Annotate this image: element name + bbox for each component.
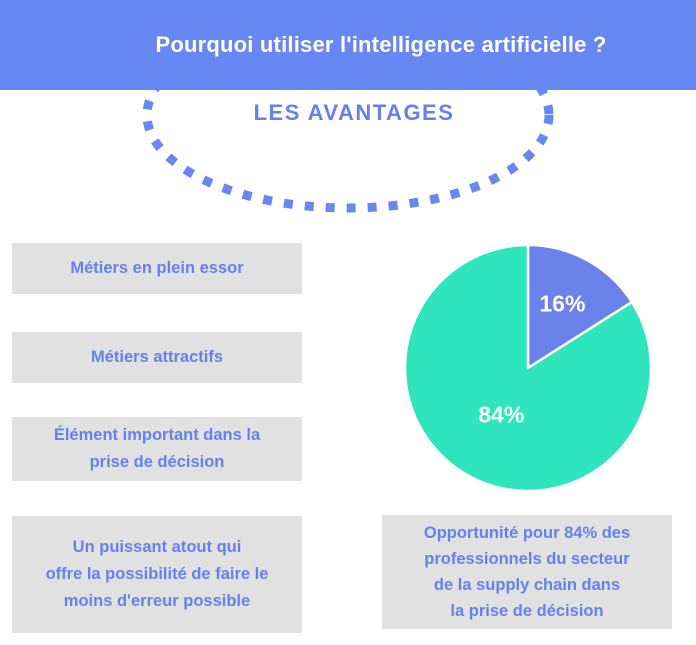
benefit-box-metiers-essor: Métiers en plein essor [12,243,302,294]
pie-slice-84pct [403,243,653,493]
benefit-label: Métiers en plein essor [70,259,244,277]
benefit-label: Un puissant atout qui offre la possibili… [45,538,269,610]
benefit-box-metiers-attractifs: Métiers attractifs [12,332,302,383]
benefit-box-prise-decision: Élément important dans la prise de décis… [12,417,302,481]
benefit-label: Métiers attractifs [90,348,224,366]
header-banner: Pourquoi utiliser l'intelligence artific… [0,0,696,90]
subtitle: LES AVANTAGES [253,100,455,125]
pie-slice-label: 84% [478,402,524,428]
pie-caption-box: Opportunité pour 84% des professionnels … [382,515,672,629]
benefit-box-moins-erreur: Un puissant atout qui offre la possibili… [12,516,302,633]
benefit-label: Élément important dans la prise de décis… [53,426,261,471]
pie-slice-16pct [526,243,634,370]
pie-caption: Opportunité pour 84% des professionnels … [423,524,631,620]
page-title: Pourquoi utiliser l'intelligence artific… [155,32,607,57]
pie-slice-label: 16% [539,291,585,317]
